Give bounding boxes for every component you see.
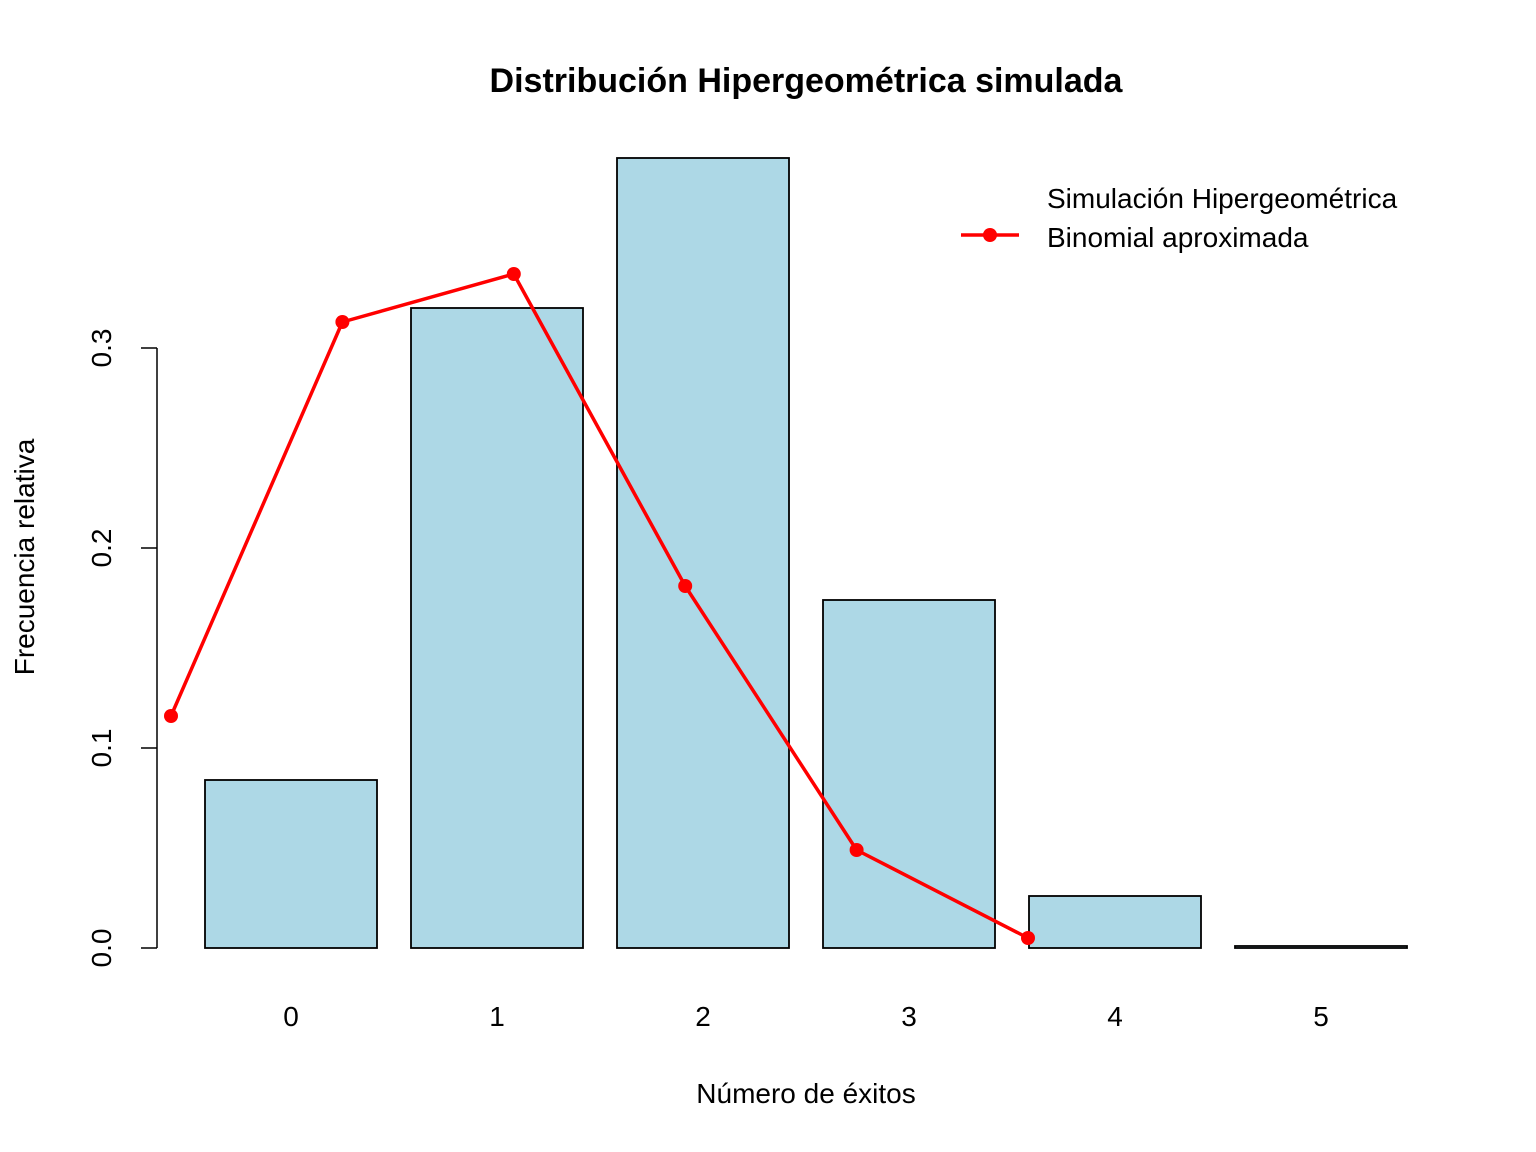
bar-4 <box>1028 895 1202 949</box>
chart-title: Distribución Hipergeométrica simulada <box>490 62 1124 100</box>
y-axis-label: Frecuencia relativa <box>9 438 40 675</box>
x-tick-label-5: 5 <box>1313 1001 1329 1032</box>
x-tick-label-2: 2 <box>695 1001 711 1032</box>
y-tick-label-3: 0.3 <box>86 329 117 368</box>
x-tick-label-3: 3 <box>901 1001 917 1032</box>
y-ticks: 0.0 0.1 0.2 0.3 <box>86 329 157 968</box>
x-tick-labels: 0 1 2 3 4 5 <box>283 1001 1329 1032</box>
line-group <box>164 267 1035 945</box>
bar-3 <box>822 599 996 949</box>
binomial-point-3 <box>678 579 693 593</box>
y-axis: 0.0 0.1 0.2 0.3 <box>86 329 158 968</box>
y-tick-label-1: 0.1 <box>86 729 117 768</box>
x-tick-label-0: 0 <box>283 1001 299 1032</box>
plot-area <box>164 157 1408 949</box>
legend-label-bars: Simulación Hipergeométrica <box>1047 183 1398 214</box>
y-tick-label-2: 0.2 <box>86 529 117 568</box>
bar-5 <box>1234 945 1408 949</box>
y-tick-label-0: 0.0 <box>86 929 117 968</box>
x-tick-label-1: 1 <box>489 1001 505 1032</box>
legend: Simulación Hipergeométrica Binomial apro… <box>961 183 1398 253</box>
binomial-point-0 <box>164 709 178 723</box>
x-axis-label: Número de éxitos <box>696 1078 915 1109</box>
bars-group <box>204 157 1408 949</box>
bar-2 <box>616 157 790 949</box>
legend-marker-swatch <box>983 228 997 242</box>
binomial-point-1 <box>335 315 350 329</box>
bar-0 <box>204 779 378 949</box>
binomial-point-4 <box>849 843 864 857</box>
x-tick-label-4: 4 <box>1107 1001 1123 1032</box>
legend-label-line: Binomial aproximada <box>1047 222 1309 253</box>
bar-1 <box>410 307 584 949</box>
binomial-point-5 <box>1021 931 1035 945</box>
binomial-line <box>169 272 1029 940</box>
binomial-point-2 <box>506 267 521 281</box>
